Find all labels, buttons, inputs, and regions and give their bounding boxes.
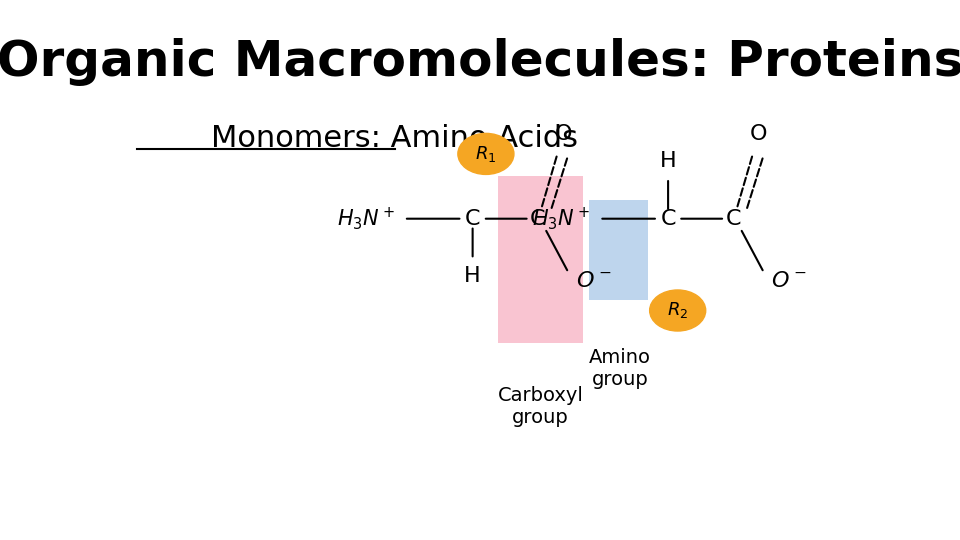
Circle shape [650,290,706,331]
FancyBboxPatch shape [589,200,648,300]
Text: C: C [660,208,676,229]
Text: $O^-$: $O^-$ [772,271,806,291]
Text: Amino
group: Amino group [589,348,651,389]
Text: C: C [530,208,545,229]
Text: C: C [725,208,741,229]
Text: $R_1$: $R_1$ [475,144,496,164]
Circle shape [458,133,514,174]
Text: H: H [660,151,677,171]
Text: $H_3N^+$: $H_3N^+$ [533,205,590,232]
Text: O: O [750,124,768,144]
Text: O: O [555,124,572,144]
Text: Monomers: Amino Acids: Monomers: Amino Acids [211,124,578,153]
Text: $H_3N^+$: $H_3N^+$ [337,205,396,232]
Text: Carboxyl
group: Carboxyl group [497,386,584,427]
FancyBboxPatch shape [498,176,584,343]
Text: $O^-$: $O^-$ [576,271,612,291]
Text: H: H [465,266,481,286]
Text: C: C [465,208,480,229]
Text: Organic Macromolecules: Proteins: Organic Macromolecules: Proteins [0,38,960,86]
Text: $R_2$: $R_2$ [667,300,688,321]
